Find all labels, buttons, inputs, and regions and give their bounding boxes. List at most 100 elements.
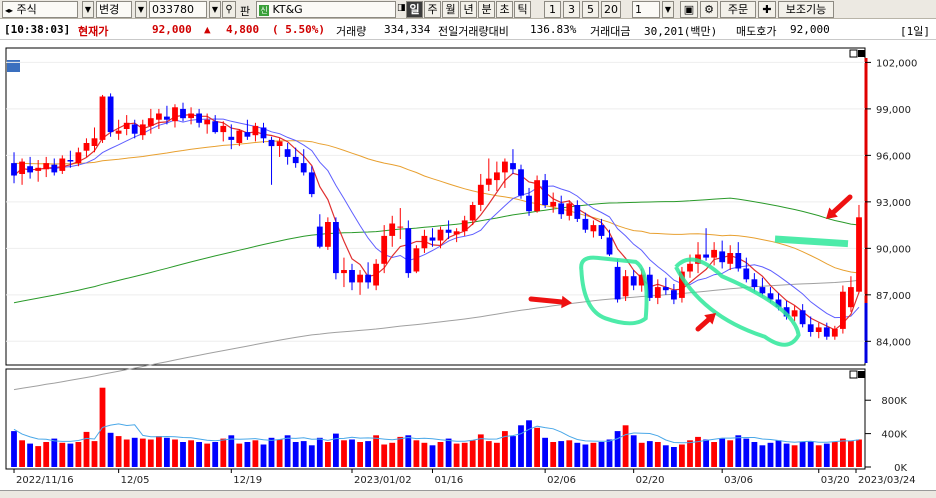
add-button[interactable]: ✚	[758, 1, 776, 18]
candle-body	[823, 327, 830, 337]
volume-bar	[244, 442, 251, 467]
candle-body	[35, 167, 42, 171]
interval-button-20[interactable]: 20	[601, 1, 621, 18]
candle-body	[542, 180, 548, 205]
interval-button-3[interactable]: 3	[563, 1, 580, 18]
period-tab-0[interactable]: 일	[406, 1, 423, 18]
candle-body	[453, 231, 460, 235]
candle-body	[260, 127, 267, 139]
volume-pane-minimize-icon[interactable]	[849, 370, 858, 379]
stock-name-field[interactable]: 신 KT&G	[256, 1, 396, 18]
pane-close-icon[interactable]	[858, 50, 865, 57]
period-label: [1일]	[900, 25, 930, 38]
volume-pane-close-icon[interactable]	[858, 371, 865, 378]
volume-bar	[172, 439, 178, 467]
panel-toggle-icon[interactable]: ◨	[397, 3, 406, 13]
volume-bar	[252, 440, 259, 467]
candle-body	[526, 195, 532, 212]
prev-volume-ratio: 136.83%	[530, 23, 577, 36]
volume-bar	[679, 444, 685, 467]
aux-function-button[interactable]: 보조기능	[778, 1, 834, 18]
candle-body	[711, 249, 717, 258]
stock-code-input[interactable]: 033780	[149, 1, 207, 18]
volume-bar	[196, 442, 202, 467]
date-label: 12/05	[121, 475, 150, 486]
code-list-button[interactable]: ▼	[209, 1, 221, 18]
candle-body	[461, 220, 468, 232]
candle-body	[156, 113, 162, 120]
period-tab-1[interactable]: 주	[424, 1, 441, 18]
candle-body	[139, 124, 146, 136]
date-label: 01/16	[434, 475, 463, 486]
interval-button-5[interactable]: 5	[582, 1, 599, 18]
candle-body	[856, 217, 862, 292]
volume-bar	[831, 442, 838, 467]
period-tab-2[interactable]: 월	[442, 1, 459, 18]
period-tab-4[interactable]: 분	[478, 1, 495, 18]
candle-body	[220, 125, 227, 133]
order-button[interactable]: 주문	[720, 1, 756, 18]
interval-count-input[interactable]: 1	[632, 1, 660, 18]
candle-body	[534, 180, 540, 212]
volume-bar	[719, 438, 726, 467]
date-label: 12/19	[233, 475, 262, 486]
change-field[interactable]: 변경	[96, 1, 132, 18]
volume-bar	[654, 442, 661, 467]
market-select[interactable]: ◂▸ 주식	[2, 1, 78, 18]
volume-bar	[502, 431, 508, 467]
price-change-pct: ( 5.50%)	[272, 23, 325, 36]
candle-body	[437, 229, 444, 241]
save-button[interactable]: ▣	[680, 1, 698, 18]
volume-bar	[123, 439, 130, 467]
volume-bar	[389, 442, 396, 467]
candle-body	[115, 130, 122, 134]
candle-body	[815, 327, 822, 332]
market-dropdown-button[interactable]: ▼	[82, 1, 94, 18]
period-tab-3[interactable]: 년	[460, 1, 477, 18]
current-price: 92,000	[152, 23, 192, 36]
volume-bar	[11, 431, 17, 467]
candle-body	[735, 253, 742, 269]
volume-bar	[534, 427, 540, 467]
interval-dropdown-button[interactable]: ▼	[662, 1, 674, 18]
candle-body	[679, 271, 685, 298]
code-dropdown-button[interactable]: ▼	[135, 1, 147, 18]
volume-bar	[437, 442, 444, 467]
settings-button[interactable]: ⚙	[700, 1, 718, 18]
period-tab-6[interactable]: 틱	[514, 1, 531, 18]
volume-bar	[268, 437, 275, 467]
hoga-badge-icon[interactable]	[7, 60, 20, 72]
interval-button-1[interactable]: 1	[544, 1, 561, 18]
candle-body	[123, 122, 130, 129]
volume-bar	[83, 431, 90, 467]
ask-price: 92,000	[790, 23, 830, 36]
candle-body	[99, 96, 106, 140]
volume-bar	[139, 438, 146, 467]
volume-bar	[276, 439, 283, 467]
candle-body	[791, 310, 798, 317]
pane-minimize-icon[interactable]	[849, 49, 858, 58]
candle-body	[558, 203, 565, 215]
volume-bar	[292, 442, 299, 467]
candle-body	[590, 225, 597, 232]
period-tab-5[interactable]: 초	[496, 1, 513, 18]
volume-bar	[413, 440, 420, 467]
volume-bar	[477, 434, 484, 467]
volume-bar	[799, 442, 806, 467]
stock-chart[interactable]: 102,000 99,000 96,000 93,000 90,000 87,000 84,…	[0, 41, 936, 490]
candle-body	[268, 139, 275, 147]
annotation-arrow-3-shaft	[827, 194, 853, 218]
volume-bar	[856, 439, 862, 467]
volume-bar	[671, 447, 677, 467]
candle-body	[107, 96, 114, 133]
search-button[interactable]: ⚲	[222, 1, 236, 18]
candle-body	[147, 118, 154, 126]
ma5-line	[13, 113, 860, 331]
candle-body	[276, 141, 283, 146]
candle-body	[598, 225, 605, 236]
bottom-status-bar	[0, 490, 936, 498]
volume-bar	[775, 440, 782, 467]
prev-volume-ratio-label: 전일거래량대비	[438, 25, 509, 38]
trade-amount: 30,201(백만)	[644, 25, 718, 38]
candle-body	[27, 166, 33, 173]
